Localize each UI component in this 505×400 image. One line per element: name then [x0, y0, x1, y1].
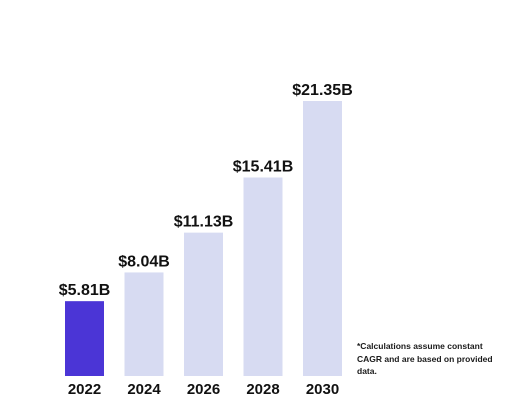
bar-2026 — [184, 232, 223, 376]
data-label-2026: $11.13B — [174, 214, 234, 231]
x-tick-2026: 2026 — [187, 381, 220, 398]
x-tick-2022: 2022 — [68, 381, 101, 398]
bar-2030 — [303, 101, 342, 376]
footnote: *Calculations assume constant CAGR and a… — [357, 341, 493, 376]
bar-2024 — [124, 272, 164, 376]
data-label-2028: $15.41B — [233, 159, 294, 176]
data-label-2022: $5.81B — [59, 282, 111, 299]
x-tick-2024: 2024 — [127, 381, 161, 398]
bar-2028 — [243, 177, 283, 376]
bar-2022 — [65, 301, 104, 376]
data-label-2030: $21.35B — [292, 82, 353, 99]
x-tick-2030: 2030 — [306, 381, 339, 398]
x-tick-2028: 2028 — [246, 381, 279, 398]
data-label-2024: $8.04B — [118, 253, 170, 270]
